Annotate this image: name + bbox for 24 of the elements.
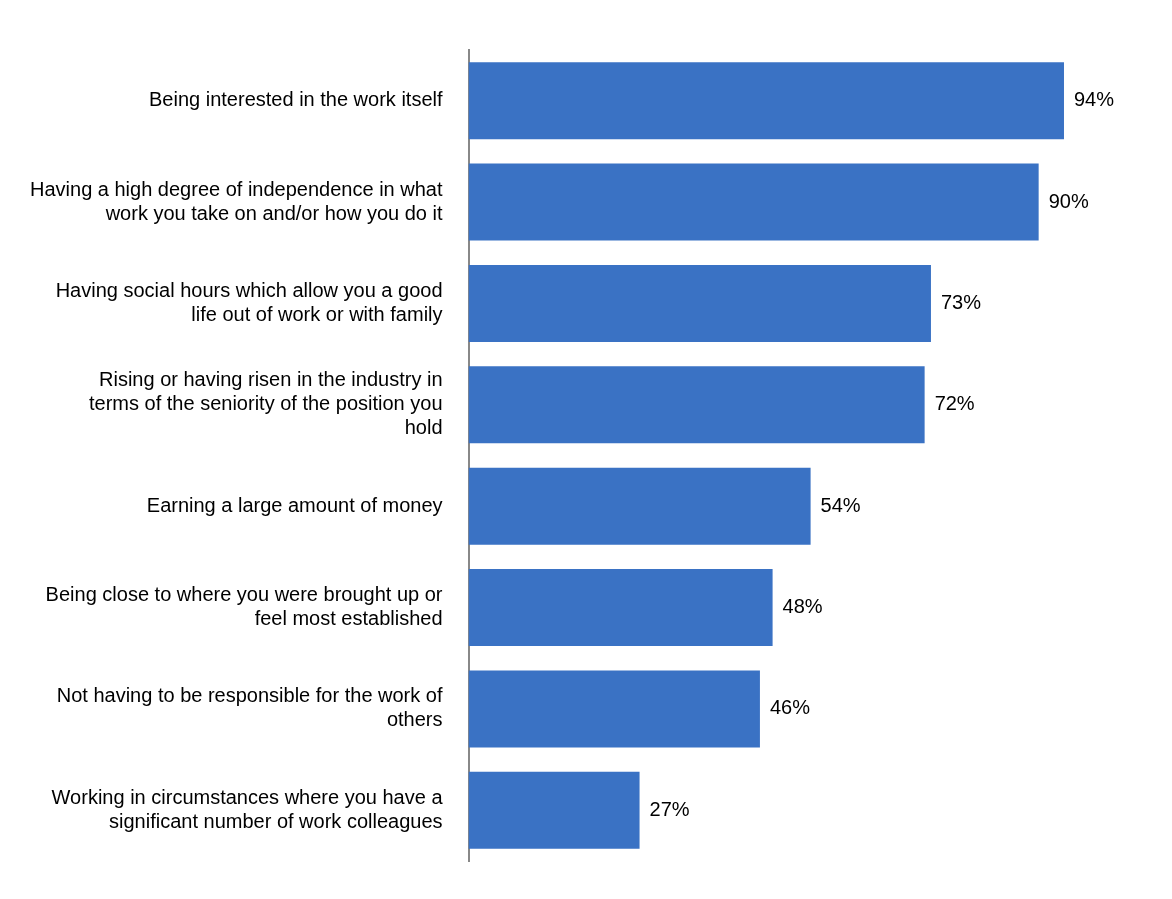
data-label: 48% (782, 595, 823, 618)
bar (468, 366, 925, 444)
y-tick-label: Rising or having risen in the industry in terms of the seniority of the position you hold (89, 368, 443, 439)
data-label: 73% (940, 290, 982, 313)
bar (468, 163, 1039, 241)
bar (468, 264, 931, 342)
data-label: 54% (820, 493, 861, 516)
y-tick-label: Having social hours which allow you a good life out of work or with family (55, 278, 443, 325)
bar (468, 670, 760, 748)
y-tick-label: Earning a large amount of money (146, 493, 443, 516)
data-label: 94% (1073, 88, 1115, 111)
data-label: 90% (1048, 189, 1089, 212)
y-tick-label: Being interested in the work itself (149, 88, 443, 111)
data-label: 46% (769, 696, 811, 719)
bar (468, 62, 1064, 140)
bar (468, 467, 811, 545)
y-tick-label: Not having to be responsible for the work of others (56, 684, 443, 731)
bar (468, 771, 640, 849)
y-tick-label: Being close to where you were brought up or feel most established (45, 583, 443, 630)
data-label: 72% (934, 392, 975, 415)
y-tick-label: Having a high degree of independence in what work you take on and/or how you do it (30, 177, 443, 224)
data-label: 27% (649, 797, 690, 820)
bar (468, 569, 773, 647)
y-tick-label: Working in circumstances where you have a significant number of work colleagues (51, 785, 444, 832)
